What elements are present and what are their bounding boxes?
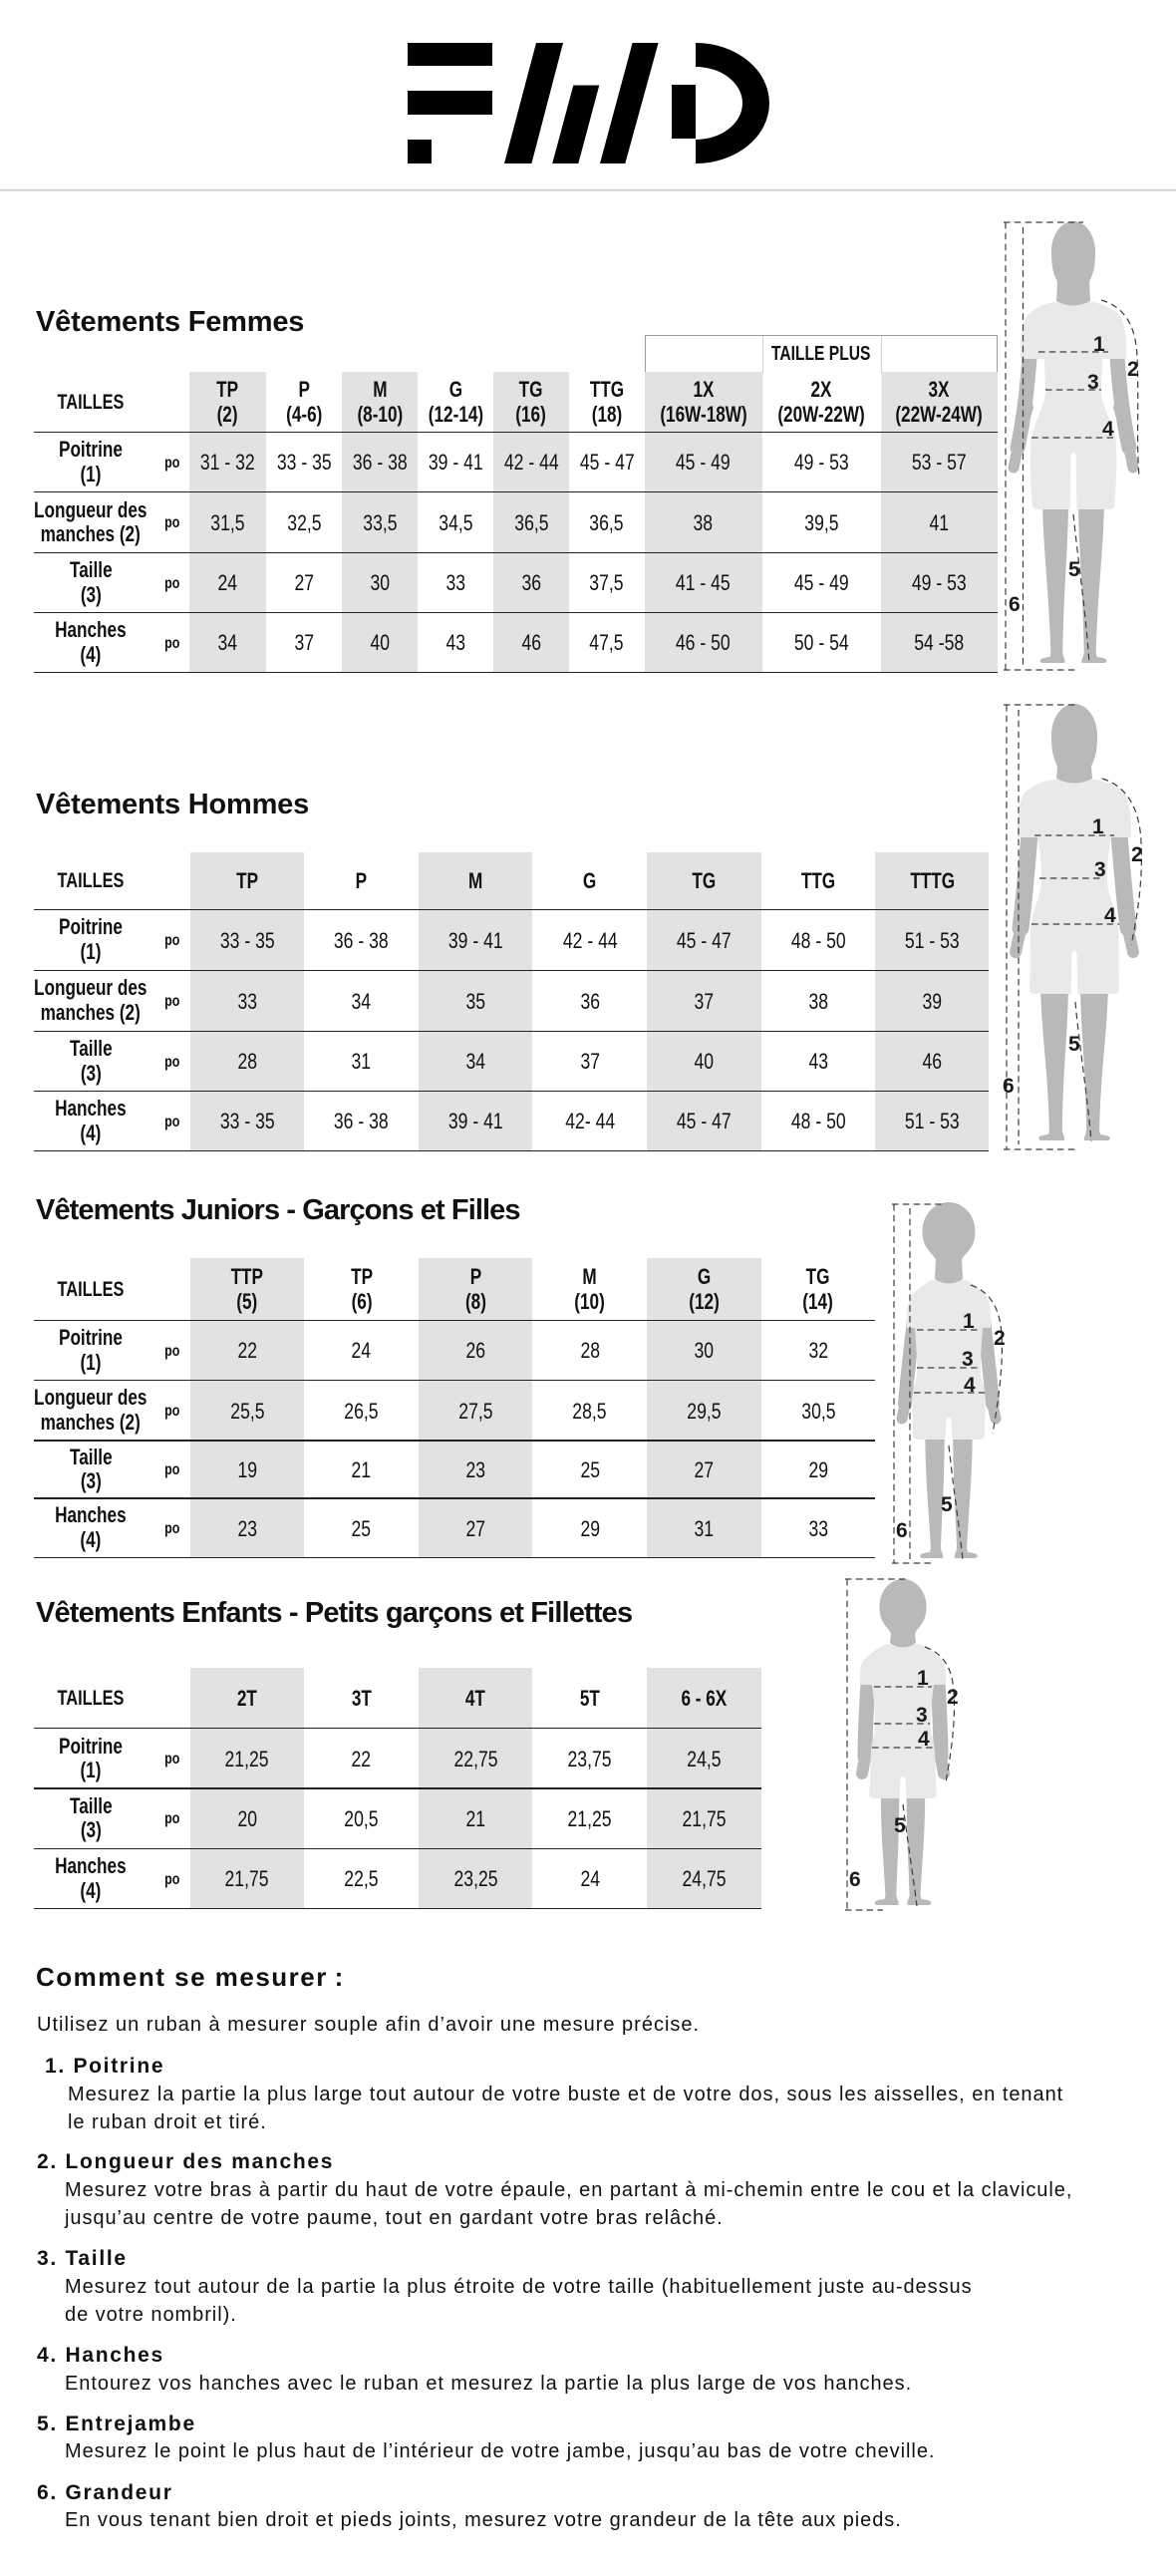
svg-text:2: 2 — [1127, 358, 1139, 381]
svg-text:3: 3 — [1087, 371, 1099, 394]
svg-text:6: 6 — [849, 1868, 861, 1891]
svg-text:2: 2 — [994, 1327, 1006, 1350]
svg-text:1: 1 — [917, 1667, 929, 1690]
svg-text:3: 3 — [916, 1704, 928, 1727]
svg-text:4: 4 — [1102, 418, 1114, 441]
svg-text:1: 1 — [1092, 815, 1104, 838]
svg-text:4: 4 — [1104, 904, 1116, 927]
svg-text:3: 3 — [1094, 858, 1106, 881]
svg-text:2: 2 — [947, 1686, 959, 1709]
svg-text:2: 2 — [1131, 843, 1143, 866]
svg-text:5: 5 — [1068, 558, 1080, 581]
svg-text:6: 6 — [1009, 593, 1021, 616]
svg-text:1: 1 — [963, 1310, 975, 1333]
svg-text:6: 6 — [1003, 1075, 1015, 1098]
svg-text:4: 4 — [964, 1374, 976, 1397]
svg-text:1: 1 — [1093, 333, 1105, 356]
svg-text:6: 6 — [896, 1519, 908, 1542]
svg-text:5: 5 — [894, 1814, 906, 1837]
svg-text:3: 3 — [962, 1348, 974, 1371]
svg-text:4: 4 — [918, 1728, 930, 1751]
svg-text:5: 5 — [1068, 1033, 1080, 1056]
svg-text:5: 5 — [941, 1493, 953, 1516]
